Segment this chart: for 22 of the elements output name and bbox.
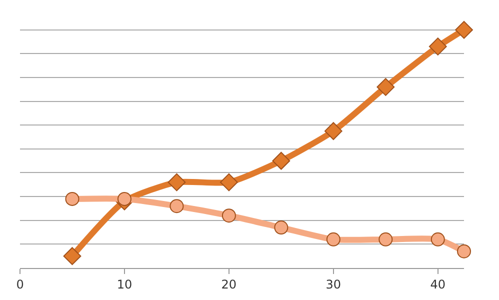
point — [324, 122, 342, 140]
point — [428, 38, 447, 56]
point — [63, 247, 82, 266]
x-tick-label: 20 — [221, 277, 237, 292]
point — [455, 20, 473, 39]
point — [222, 208, 236, 223]
x-tick-label: 0 — [16, 277, 24, 292]
point — [430, 232, 445, 246]
x-tick-label: 30 — [326, 277, 342, 292]
point — [170, 199, 184, 214]
point — [117, 192, 132, 206]
point — [65, 192, 80, 206]
point — [274, 220, 288, 235]
point — [168, 173, 186, 192]
point — [457, 244, 471, 258]
point — [378, 232, 393, 246]
point — [272, 152, 290, 170]
point — [220, 173, 238, 192]
point — [376, 78, 395, 96]
point — [326, 232, 340, 246]
x-tick-label: 40 — [430, 277, 446, 292]
x-tick-label: 10 — [116, 277, 132, 292]
